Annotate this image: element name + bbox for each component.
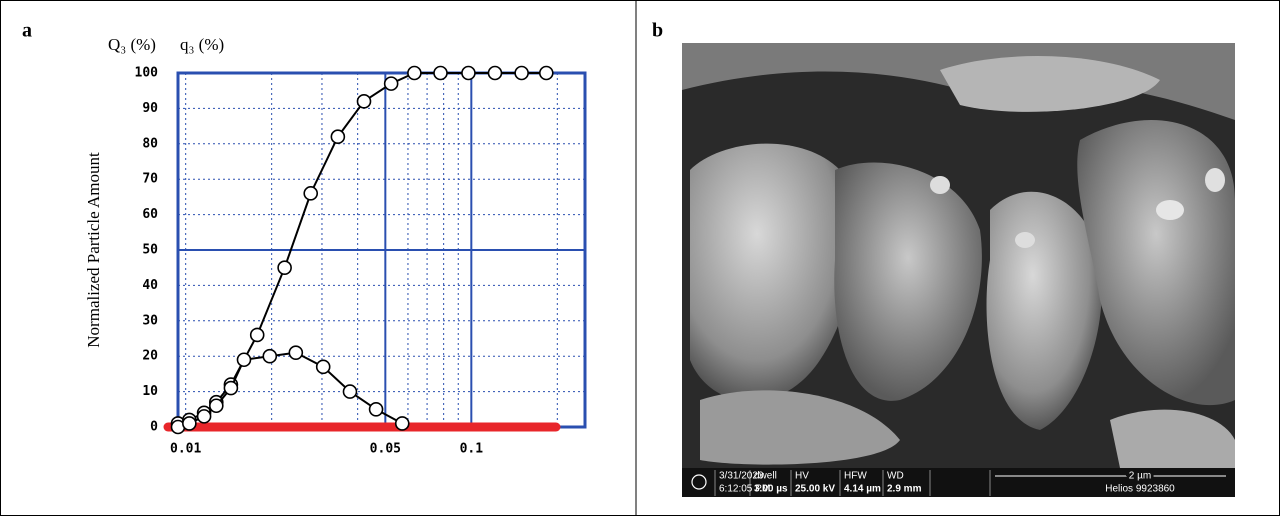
data-point	[433, 65, 448, 81]
y-tick-label: 100	[135, 66, 159, 81]
data-point	[223, 380, 239, 396]
series-line	[177, 72, 547, 425]
x-tick-label: 0.05	[370, 442, 401, 457]
info-label: WD	[887, 471, 904, 482]
data-point	[236, 352, 252, 368]
data-point	[249, 327, 265, 343]
info-value: 2.9 mm	[887, 484, 922, 495]
y-tick-label: 0	[150, 420, 158, 435]
info-value: 3.00 µs	[754, 484, 788, 495]
y-tick-label: 90	[142, 101, 158, 116]
y-tick-label: 10	[142, 384, 158, 399]
info-date: 3/31/2023	[719, 471, 764, 482]
data-point	[288, 345, 304, 360]
data-point	[356, 94, 372, 109]
y-tick-label: 50	[142, 243, 158, 258]
data-point	[277, 260, 292, 276]
info-value: 25.00 kV	[795, 484, 835, 495]
data-point	[196, 409, 212, 424]
legend-label: q₃ (%)	[180, 35, 224, 54]
data-point	[262, 348, 278, 364]
chart: 0 10 20 30 40 50 60 70 80 90 100 0.01 0.05 0.1 Q₃ (%) q…	[108, 35, 587, 457]
data-point	[487, 65, 503, 81]
data-point	[330, 129, 346, 145]
data-point	[182, 416, 197, 431]
data-point	[394, 416, 410, 431]
x-tick-label: 0.01	[170, 442, 201, 457]
info-value: 4.14 µm	[844, 484, 881, 495]
data-point	[342, 384, 358, 399]
sem-image	[682, 43, 1235, 468]
data-point	[514, 65, 529, 81]
data-point	[383, 76, 399, 91]
y-tick-label: 20	[142, 349, 158, 364]
info-label: dwell	[754, 471, 777, 482]
data-point	[368, 401, 384, 417]
y-tick-label: 30	[142, 313, 158, 328]
sem-info-bar: 3/31/2023 6:12:05 PM dwell 3.00 µs HV 25…	[682, 468, 1235, 497]
legend-label: Q₃ (%)	[108, 35, 156, 54]
x-tick-label: 0.1	[460, 442, 484, 457]
data-point	[209, 398, 224, 414]
data-point	[461, 65, 476, 81]
y-tick-label: 70	[142, 172, 158, 187]
panel-label: b	[652, 20, 663, 42]
info-label: HV	[795, 471, 809, 482]
data-point	[303, 186, 319, 201]
data-point	[315, 359, 331, 375]
instrument: Helios 9923860	[1105, 484, 1175, 495]
y-tick-label: 40	[142, 278, 158, 293]
panel-label: a	[22, 20, 32, 42]
series-line	[177, 351, 403, 428]
data-point	[407, 65, 422, 81]
info-label: HFW	[844, 471, 867, 482]
data-point	[538, 65, 554, 81]
y-tick-label: 60	[142, 207, 158, 222]
scale-bar-label: 2 µm	[1129, 471, 1151, 482]
info-time: 6:12:05 PM	[719, 484, 770, 495]
y-tick-label: 80	[142, 136, 158, 151]
y-axis-label: Normalized Particle Amount	[84, 152, 103, 348]
